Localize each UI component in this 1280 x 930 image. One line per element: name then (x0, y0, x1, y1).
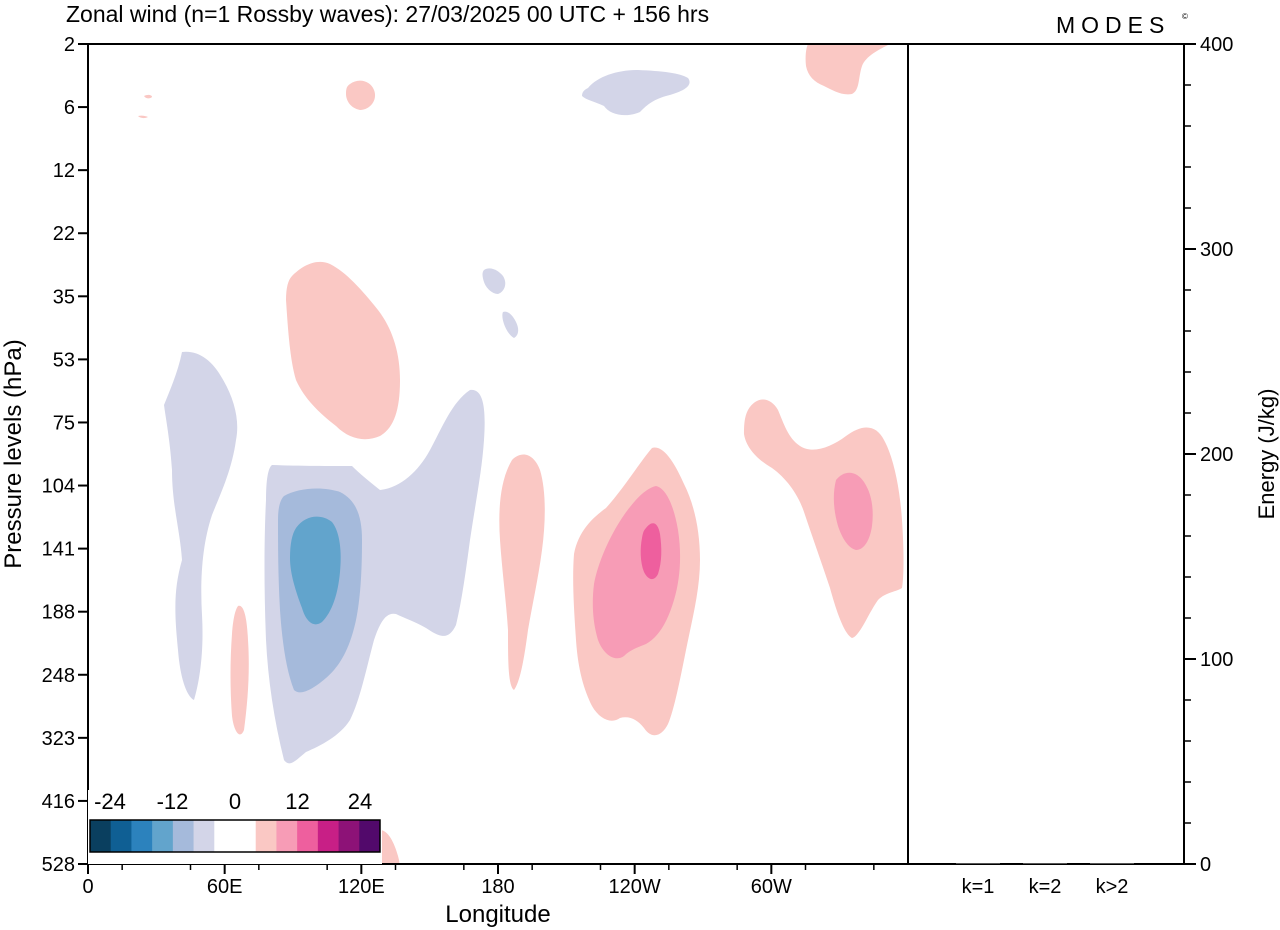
wavenumber-label: k>2 (1096, 876, 1129, 898)
colorbar-swatch (152, 820, 174, 852)
energy-tick-label: 300 (1200, 239, 1233, 261)
colorbar-swatch (172, 820, 194, 852)
y-tick-label: 188 (42, 602, 75, 624)
positive-region-mid (499, 454, 545, 690)
colorbar-swatch (214, 820, 236, 852)
wavenumber-labels: k=1 k=2 k>2 (962, 876, 1129, 898)
x-tick-label: 180 (481, 876, 514, 898)
energy-axis-label: Energy (J/kg) (1254, 389, 1279, 520)
pressure-axis: 2 6 12 22 35 53 75 104 141 188 248 323 416 528 (42, 34, 88, 876)
colorbar-swatch (338, 820, 360, 852)
y-tick-label: 416 (42, 791, 75, 813)
colorbar-label: 12 (285, 789, 309, 814)
y-axis-label: Pressure levels (hPa) (0, 339, 27, 568)
x-tick-label: 60E (207, 876, 243, 898)
y-tick-label: 12 (53, 160, 75, 182)
energy-tick-label: 100 (1200, 649, 1233, 671)
colorbar-swatch (193, 820, 215, 852)
positive-region-east (744, 399, 904, 638)
energy-bars (956, 863, 1134, 864)
energy-bar (956, 863, 1000, 864)
y-tick-label: 323 (42, 728, 75, 750)
positive-core-east (833, 472, 873, 550)
brand-text: MODES (1056, 12, 1170, 38)
negative-region-west (164, 351, 238, 700)
modes-logo: MODES © (1056, 12, 1188, 38)
y-tick-label: 6 (64, 97, 75, 119)
positive-dot-2 (138, 115, 148, 119)
y-tick-label: 75 (53, 412, 75, 434)
x-axis-label: Longitude (445, 901, 550, 928)
colorbar-swatch (317, 820, 339, 852)
y-tick-label: 104 (42, 476, 75, 498)
negative-speck-1 (482, 268, 506, 294)
positive-region-thin (230, 605, 249, 735)
colorbar-label: -12 (157, 789, 189, 814)
positive-dot-1 (144, 94, 152, 99)
energy-bar (1023, 863, 1067, 864)
y-tick-label: 248 (42, 665, 75, 687)
y-tick-label: 53 (53, 349, 75, 371)
x-tick-label: 0 (82, 876, 93, 898)
negative-speck-2 (502, 311, 519, 338)
colorbar-label: 0 (229, 789, 241, 814)
colorbar-label: -24 (94, 789, 126, 814)
energy-tick-label: 200 (1200, 444, 1233, 466)
x-tick-label: 120W (609, 876, 661, 898)
positive-region-top-right (805, 44, 890, 95)
energy-tick-label: 0 (1200, 854, 1211, 876)
colorbar-swatch (255, 820, 277, 852)
colorbar-swatch (235, 820, 257, 852)
positive-region-upper (286, 261, 400, 440)
x-tick-label: 60W (751, 876, 792, 898)
y-tick-label: 141 (42, 539, 75, 561)
energy-bar (1090, 863, 1134, 864)
colorbar-swatch (276, 820, 298, 852)
longitude-axis: 0 60E 120E 180 120W 60W (82, 864, 875, 898)
colorbar: -24 -12 0 12 24 (88, 789, 382, 864)
negative-core-inner (290, 516, 341, 625)
colorbar-swatch (90, 820, 112, 852)
negative-region-top (582, 70, 690, 116)
y-tick-label: 35 (53, 286, 75, 308)
colorbar-frame (89, 819, 381, 853)
wavenumber-label: k=2 (1029, 876, 1062, 898)
wavenumber-label: k=1 (962, 876, 995, 898)
colorbar-swatch (131, 820, 153, 852)
positive-speck-bottom (376, 830, 400, 864)
colorbar-swatch (110, 820, 132, 852)
y-tick-label: 2 (64, 34, 75, 56)
chart-title: Zonal wind (n=1 Rossby waves): 27/03/202… (66, 1, 709, 27)
contour-fields (138, 44, 904, 864)
energy-tick-label: 400 (1200, 34, 1233, 56)
colorbar-swatch (359, 820, 381, 852)
y-tick-label: 528 (42, 854, 75, 876)
colorbar-label: 24 (348, 789, 372, 814)
positive-core-inner (640, 523, 662, 580)
x-tick-label: 120E (338, 876, 385, 898)
positive-speck-top (346, 80, 376, 110)
y-tick-label: 22 (53, 223, 75, 245)
energy-panel-frame (907, 43, 1185, 865)
energy-axis: 0 100 200 300 400 (1184, 34, 1233, 876)
brand-mark: © (1182, 12, 1188, 21)
colorbar-swatch (297, 820, 319, 852)
